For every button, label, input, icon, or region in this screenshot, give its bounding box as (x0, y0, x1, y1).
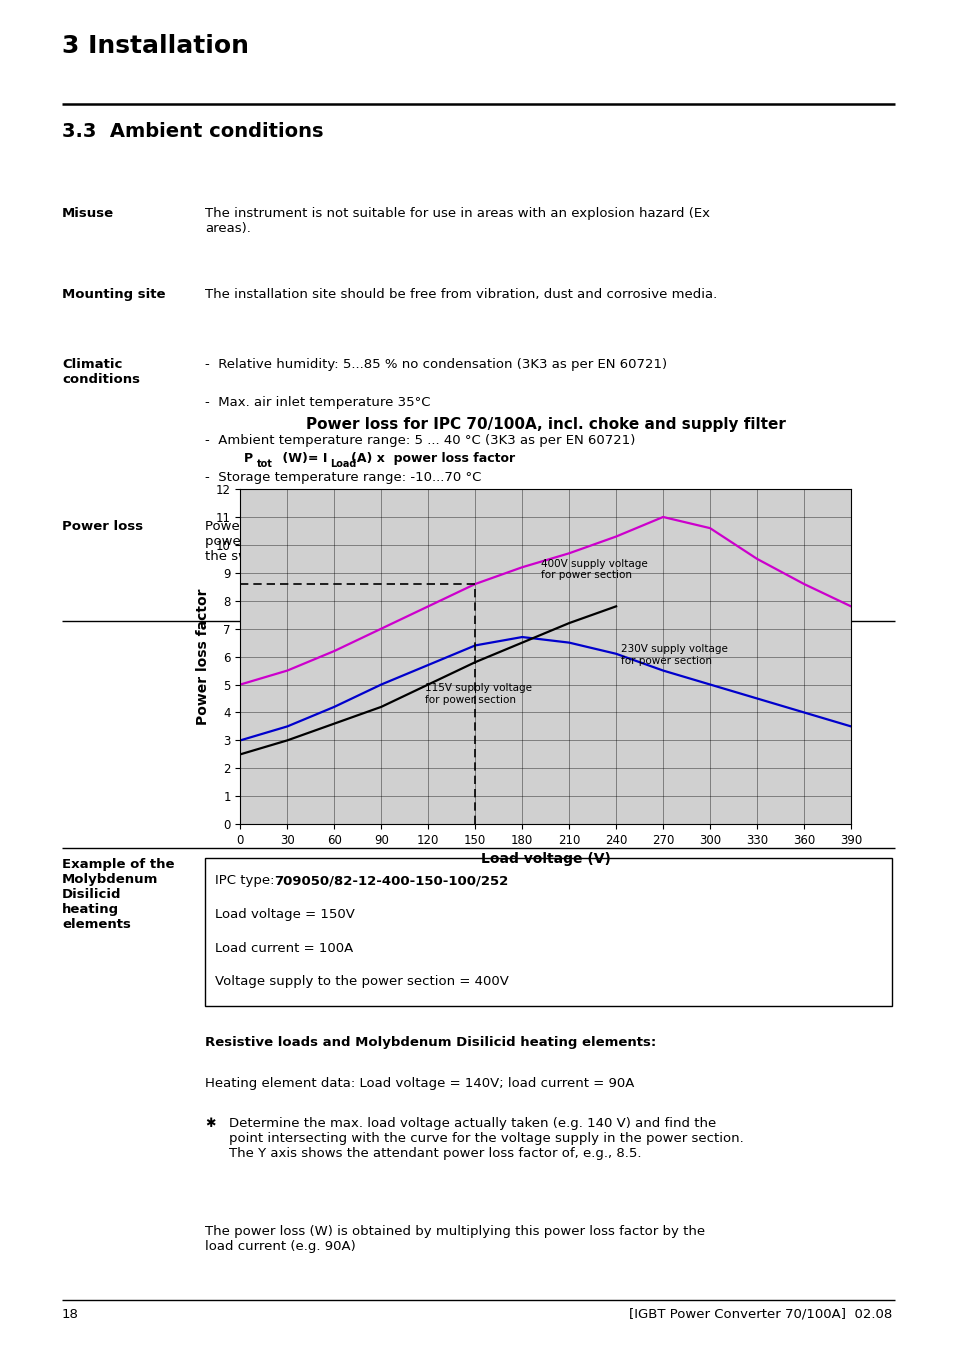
Text: 709050/82-12-400-150-100/252: 709050/82-12-400-150-100/252 (274, 874, 508, 888)
Text: -  Relative humidity: 5...85 % no condensation (3K3 as per EN 60721): - Relative humidity: 5...85 % no condens… (205, 358, 666, 372)
Text: 400V supply voltage
for power section: 400V supply voltage for power section (540, 559, 647, 581)
Text: 18: 18 (62, 1308, 79, 1321)
Text: The installation site should be free from vibration, dust and corrosive media.: The installation site should be free fro… (205, 288, 717, 301)
Text: (A) x  power loss factor: (A) x power loss factor (351, 451, 515, 465)
Text: 115V supply voltage
for power section: 115V supply voltage for power section (425, 684, 532, 705)
Text: Example of the
Molybdenum
Disilicid
heating
elements: Example of the Molybdenum Disilicid heat… (62, 858, 174, 931)
Text: 3 Installation: 3 Installation (62, 34, 249, 58)
Text: Climatic
conditions: Climatic conditions (62, 358, 140, 386)
Text: Voltage supply to the power section = 400V: Voltage supply to the power section = 40… (214, 975, 508, 989)
Text: tot: tot (256, 459, 273, 469)
Text: Power loss occurs in the form of thermal discharge at the cooling body of the
po: Power loss occurs in the form of thermal… (205, 520, 720, 563)
Text: -  Max. air inlet temperature 35°C: - Max. air inlet temperature 35°C (205, 396, 430, 409)
Text: Resistive loads and Molybdenum Disilicid heating elements:: Resistive loads and Molybdenum Disilicid… (205, 1036, 656, 1050)
Text: Power loss for IPC 70/100A, incl. choke and supply filter: Power loss for IPC 70/100A, incl. choke … (305, 417, 785, 432)
Text: Load current = 100A: Load current = 100A (214, 942, 353, 955)
Text: -  Storage temperature range: -10...70 °C: - Storage temperature range: -10...70 °C (205, 471, 481, 485)
Text: The instrument is not suitable for use in areas with an explosion hazard (Ex
are: The instrument is not suitable for use i… (205, 207, 709, 235)
Text: Load: Load (330, 459, 356, 469)
Text: IPC type:: IPC type: (214, 874, 278, 888)
Text: Determine the max. load voltage actually taken (e.g. 140 V) and find the
point i: Determine the max. load voltage actually… (229, 1117, 743, 1161)
X-axis label: Load voltage (V): Load voltage (V) (480, 852, 610, 866)
Text: The power loss (W) is obtained by multiplying this power loss factor by the
load: The power loss (W) is obtained by multip… (205, 1225, 704, 1254)
Text: [IGBT Power Converter 70/100A]  02.08: [IGBT Power Converter 70/100A] 02.08 (628, 1308, 891, 1321)
Text: -  Ambient temperature range: 5 ... 40 °C (3K3 as per EN 60721): - Ambient temperature range: 5 ... 40 °C… (205, 434, 635, 447)
Text: Mounting site: Mounting site (62, 288, 165, 301)
Text: 3.3  Ambient conditions: 3.3 Ambient conditions (62, 122, 323, 141)
Text: P: P (244, 451, 253, 465)
Text: Load voltage = 150V: Load voltage = 150V (214, 908, 355, 921)
Text: Power loss: Power loss (62, 520, 143, 534)
Text: Misuse: Misuse (62, 207, 114, 220)
Text: 230V supply voltage
for power section: 230V supply voltage for power section (620, 644, 727, 666)
Bar (205, 858, 891, 1006)
Text: ✱: ✱ (205, 1117, 215, 1131)
Text: Heating element data: Load voltage = 140V; load current = 90A: Heating element data: Load voltage = 140… (205, 1077, 634, 1090)
Y-axis label: Power loss factor: Power loss factor (196, 588, 210, 725)
Text: (W)= I: (W)= I (277, 451, 331, 465)
